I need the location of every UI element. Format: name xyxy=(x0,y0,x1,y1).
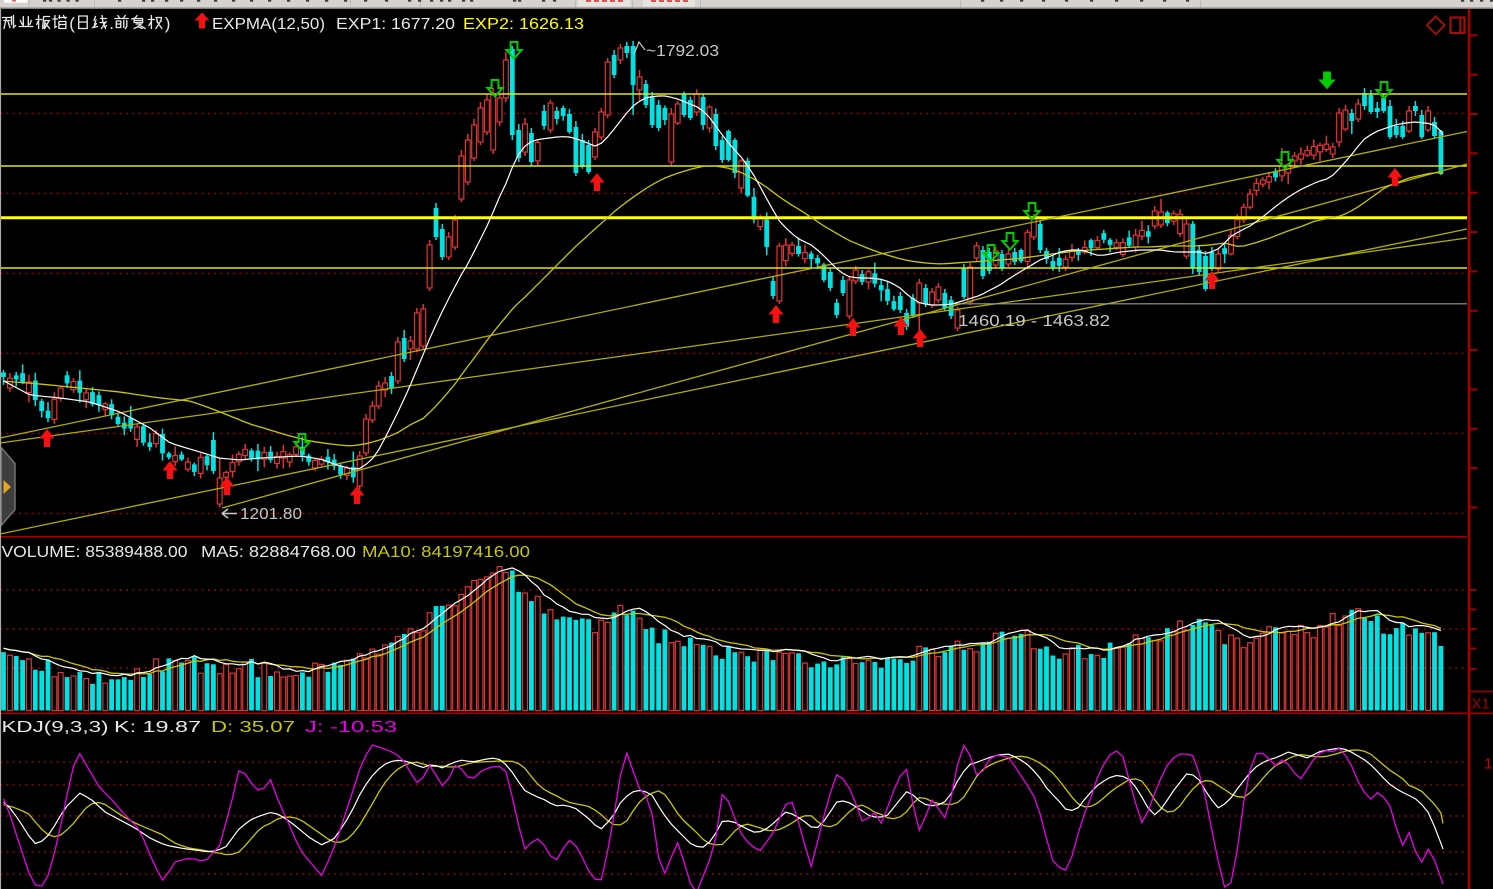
svg-text:): ) xyxy=(165,14,171,33)
svg-text:1201.80: 1201.80 xyxy=(240,506,302,523)
svg-text:KDJ(9,3,3): KDJ(9,3,3) xyxy=(2,719,109,736)
svg-text:1: 1 xyxy=(1484,756,1492,773)
svg-text:MA5: 82884768.00: MA5: 82884768.00 xyxy=(201,544,356,561)
svg-text:~1792.03: ~1792.03 xyxy=(646,43,719,60)
svg-text:EXPMA(12,50): EXPMA(12,50) xyxy=(212,16,325,33)
svg-text:1460.19 - 1463.82: 1460.19 - 1463.82 xyxy=(958,313,1110,330)
svg-text:X1: X1 xyxy=(1472,696,1490,713)
svg-text:D: 35.07: D: 35.07 xyxy=(211,719,295,736)
svg-text:K: 19.87: K: 19.87 xyxy=(114,719,201,736)
svg-text:J: -10.53: J: -10.53 xyxy=(305,719,397,736)
svg-text:EXP2: 1626.13: EXP2: 1626.13 xyxy=(463,16,584,33)
svg-text:(: ( xyxy=(69,14,75,33)
svg-text:MA10: 84197416.00: MA10: 84197416.00 xyxy=(362,544,530,561)
svg-text:.: . xyxy=(109,14,114,33)
svg-text:EXP1: 1677.20: EXP1: 1677.20 xyxy=(336,16,455,33)
svg-text:VOLUME: 85389488.00: VOLUME: 85389488.00 xyxy=(2,544,188,561)
